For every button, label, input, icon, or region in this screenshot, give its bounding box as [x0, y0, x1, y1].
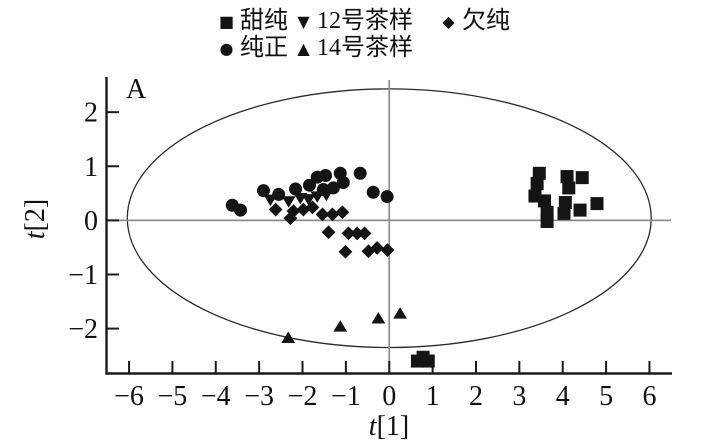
- point-off-pure: [370, 241, 385, 255]
- x-axis-index: [1]: [376, 411, 410, 442]
- point-off-pure: [296, 202, 311, 217]
- x-tick-label: 4: [556, 381, 570, 412]
- x-tick-label: −2: [288, 381, 318, 412]
- y-axis-variable: t: [20, 231, 51, 240]
- legend-label: 欠纯: [462, 8, 510, 34]
- x-tick-label: −4: [201, 381, 231, 412]
- point-pure: [234, 203, 248, 217]
- point-off-pure: [321, 225, 336, 240]
- x-tick-label: 5: [599, 381, 613, 412]
- legend-label: 纯正: [240, 35, 288, 61]
- point-off-pure: [357, 226, 372, 241]
- square-marker-icon: ■: [218, 11, 235, 31]
- x-tick-label: 2: [469, 381, 483, 412]
- x-tick-label: −5: [158, 381, 188, 412]
- point-pure: [319, 168, 333, 182]
- point-pure: [366, 185, 380, 199]
- point-tea-sample-12: [263, 194, 278, 207]
- point-sweet-pure: [558, 196, 572, 210]
- point-tea-sample-12: [319, 189, 334, 202]
- point-pure: [289, 182, 303, 196]
- x-axis-title: t[1]: [349, 411, 429, 443]
- legend-item-tea-sample-12: ▼ 12号茶样: [295, 8, 413, 34]
- point-off-pure: [350, 226, 365, 241]
- point-off-pure: [268, 202, 283, 217]
- y-tick-label: −1: [68, 260, 98, 291]
- point-sweet-pure: [557, 206, 571, 220]
- point-pure: [256, 184, 270, 198]
- x-axis-variable: t: [368, 411, 377, 442]
- point-sweet-pure: [590, 197, 604, 211]
- y-tick-label: −2: [68, 314, 98, 345]
- point-tea-sample-14: [371, 312, 386, 324]
- y-axis-index: [2]: [20, 198, 51, 232]
- legend-label: 14号茶样: [317, 35, 413, 61]
- x-tick-label: 3: [512, 381, 526, 412]
- panel-label: A: [126, 74, 147, 105]
- x-tick-label: 6: [642, 381, 656, 412]
- circle-marker-icon: ●: [219, 38, 234, 58]
- point-sweet-pure: [421, 354, 435, 368]
- point-off-pure: [335, 205, 350, 220]
- point-sweet-pure: [562, 181, 576, 195]
- point-off-pure: [380, 243, 395, 258]
- point-tea-sample-14: [393, 307, 407, 319]
- y-tick-label: 2: [84, 98, 98, 129]
- point-sweet-pure: [575, 171, 589, 185]
- x-tick-label: −3: [244, 381, 274, 412]
- point-sweet-pure: [560, 170, 574, 184]
- triangle-up-marker-icon: ▲: [297, 38, 310, 58]
- point-off-pure: [305, 200, 320, 215]
- point-pure: [380, 190, 394, 204]
- point-sweet-pure: [538, 194, 552, 208]
- x-tick-label: −1: [331, 381, 361, 412]
- legend-label: 12号茶样: [317, 8, 413, 34]
- point-off-pure: [286, 204, 301, 219]
- legend-item-off-pure: ◆ 欠纯: [440, 8, 510, 34]
- point-off-pure: [341, 226, 356, 241]
- point-tea-sample-12: [310, 191, 325, 203]
- legend-item-tea-sample-14: ▲ 14号茶样: [295, 35, 413, 61]
- point-off-pure: [315, 207, 330, 222]
- point-off-pure: [338, 244, 353, 259]
- x-tick-label: −6: [114, 381, 144, 412]
- x-tick-label: 1: [426, 381, 440, 412]
- y-axis-title: t[2]: [20, 169, 52, 269]
- point-tea-sample-12: [281, 196, 296, 208]
- point-pure: [336, 176, 350, 190]
- point-tea-sample-12: [301, 194, 316, 206]
- point-off-pure: [325, 207, 340, 222]
- y-tick-label: 1: [84, 152, 98, 183]
- legend-label: 甜纯: [240, 8, 288, 34]
- y-tick-label: 0: [84, 206, 98, 237]
- x-tick-label: 0: [382, 381, 396, 412]
- point-sweet-pure: [530, 177, 544, 191]
- legend-item-sweet-pure: ■ 甜纯: [218, 8, 288, 34]
- point-sweet-pure: [573, 203, 587, 217]
- point-pure: [302, 178, 316, 192]
- triangle-down-marker-icon: ▼: [297, 11, 310, 31]
- point-tea-sample-14: [333, 320, 348, 332]
- legend-item-pure: ● 纯正: [218, 35, 288, 61]
- diamond-marker-icon: ◆: [442, 11, 455, 31]
- point-pure: [353, 166, 367, 180]
- point-tea-sample-14: [281, 331, 296, 343]
- point-sweet-pure: [540, 214, 554, 228]
- point-sweet-pure: [532, 166, 546, 180]
